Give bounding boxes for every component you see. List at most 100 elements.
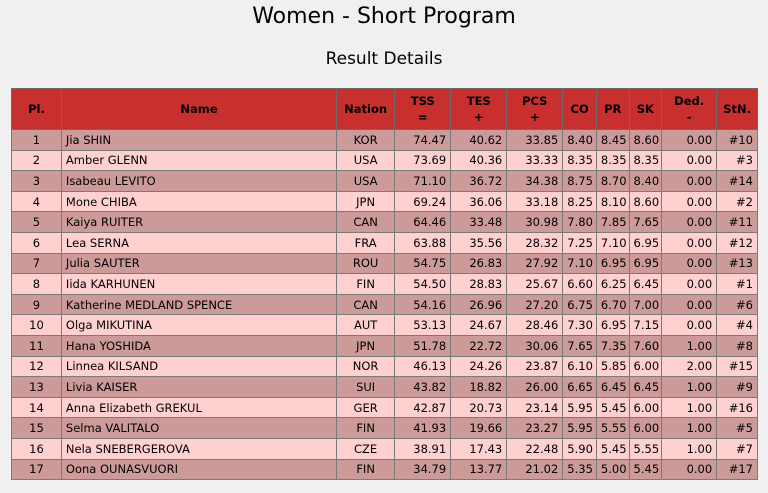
- col-header-pcs[interactable]: PCS +: [506, 88, 564, 130]
- pr-cell: 8.10: [595, 190, 630, 213]
- deductions-cell: 0.00: [661, 149, 718, 172]
- sk-cell: 7.60: [628, 334, 663, 357]
- place-cell: 15: [11, 417, 62, 439]
- pr-cell: 8.35: [595, 149, 630, 172]
- tes-cell: 24.67: [450, 314, 508, 336]
- nation-cell: KOR: [336, 129, 396, 151]
- start-number-cell: #1: [716, 273, 758, 295]
- tes-cell: 22.72: [450, 334, 508, 357]
- place-cell: 16: [11, 437, 62, 460]
- tss-cell: 43.82: [394, 376, 452, 398]
- deductions-cell: 0.00: [661, 273, 718, 295]
- col-header-co[interactable]: CO: [562, 88, 597, 130]
- col-header-sk[interactable]: SK: [628, 88, 663, 130]
- name-cell: Selma VALITALO: [60, 417, 338, 439]
- col-header-pr[interactable]: PR: [595, 88, 630, 130]
- start-number-cell: #10: [716, 129, 758, 151]
- start-number-cell: #2: [716, 190, 758, 213]
- name-cell: Nela SNEBERGEROVA: [60, 437, 338, 460]
- table-row: 4 Mone CHIBA JPN 69.24 36.06 33.18 8.25 8.10 8.6…: [11, 190, 758, 213]
- name-cell: Olga MIKUTINA: [60, 314, 338, 336]
- pcs-cell: 22.48: [506, 437, 564, 460]
- tes-cell: 33.48: [450, 211, 508, 233]
- pr-cell: 7.85: [595, 211, 630, 233]
- place-cell: 10: [11, 314, 62, 336]
- tss-cell: 64.46: [394, 211, 452, 233]
- page-title: Women - Short Program: [252, 4, 516, 29]
- tss-cell: 73.69: [394, 149, 452, 172]
- name-cell: Linnea KILSAND: [60, 355, 338, 378]
- deductions-cell: 0.00: [661, 129, 718, 151]
- nation-cell: GER: [336, 396, 396, 419]
- name-cell: Lea SERNA: [60, 231, 338, 254]
- place-cell: 4: [11, 190, 62, 213]
- sk-cell: 7.65: [628, 211, 663, 233]
- start-number-cell: #5: [716, 417, 758, 439]
- place-cell: 8: [11, 273, 62, 295]
- col-header-place[interactable]: Pl.: [11, 88, 62, 130]
- tss-cell: 54.75: [394, 252, 452, 275]
- sk-cell: 7.15: [628, 314, 663, 336]
- start-number-cell: #6: [716, 293, 758, 316]
- co-cell: 6.75: [562, 293, 597, 316]
- nation-cell: ROU: [336, 252, 396, 275]
- table-row: 13 Livia KAISER SUI 43.82 18.82 26.00 6.65 6.45…: [11, 376, 758, 398]
- name-cell: Katherine MEDLAND SPENCE: [60, 293, 338, 316]
- pcs-cell: 33.33: [506, 149, 564, 172]
- deductions-cell: 1.00: [661, 417, 718, 439]
- place-cell: 1: [11, 129, 62, 151]
- deductions-cell: 0.00: [661, 211, 718, 233]
- sk-cell: 6.95: [628, 252, 663, 275]
- co-cell: 5.95: [562, 396, 597, 419]
- col-header-nation[interactable]: Nation: [336, 88, 396, 130]
- deductions-cell: 1.00: [661, 437, 718, 460]
- deductions-cell: 0.00: [661, 252, 718, 275]
- place-cell: 13: [11, 376, 62, 398]
- name-cell: Oona OUNASVUORI: [60, 458, 338, 481]
- pcs-cell: 34.38: [506, 170, 564, 192]
- tes-cell: 40.36: [450, 149, 508, 172]
- tss-cell: 54.16: [394, 293, 452, 316]
- sk-cell: 6.00: [628, 417, 663, 439]
- pcs-cell: 27.20: [506, 293, 564, 316]
- place-cell: 17: [11, 458, 62, 481]
- co-cell: 8.75: [562, 170, 597, 192]
- tss-cell: 53.13: [394, 314, 452, 336]
- co-cell: 7.80: [562, 211, 597, 233]
- nation-cell: FIN: [336, 458, 396, 481]
- col-header-name[interactable]: Name: [60, 88, 338, 130]
- start-number-cell: #16: [716, 396, 758, 419]
- pcs-cell: 30.98: [506, 211, 564, 233]
- col-header-tss[interactable]: TSS =: [394, 88, 452, 130]
- pcs-cell: 23.14: [506, 396, 564, 419]
- page-subtitle: Result Details: [325, 49, 443, 69]
- sk-cell: 8.40: [628, 170, 663, 192]
- table-row: 14 Anna Elizabeth GREKUL GER 42.87 20.73 23.1…: [11, 396, 758, 419]
- tss-cell: 63.88: [394, 231, 452, 254]
- tes-cell: 28.83: [450, 273, 508, 295]
- table-header-row: Pl. Name Nation TSS = TES + PCS + CO PR SK …: [11, 88, 758, 130]
- name-cell: Anna Elizabeth GREKUL: [60, 396, 338, 419]
- tes-cell: 35.56: [450, 231, 508, 254]
- start-number-cell: #8: [716, 334, 758, 357]
- start-number-cell: #11: [716, 211, 758, 233]
- co-cell: 6.65: [562, 376, 597, 398]
- col-header-start-number[interactable]: StN.: [716, 88, 758, 130]
- co-cell: 7.30: [562, 314, 597, 336]
- pr-cell: 7.10: [595, 231, 630, 254]
- table-row: 2 Amber GLENN USA 73.69 40.36 33.33 8.35 8.35 8.…: [11, 149, 758, 172]
- table-row: 9 Katherine MEDLAND SPENCE CAN 54.16 26.96 27…: [11, 293, 758, 316]
- deductions-cell: 1.00: [661, 396, 718, 419]
- start-number-cell: #14: [716, 170, 758, 192]
- start-number-cell: #13: [716, 252, 758, 275]
- col-header-tes[interactable]: TES +: [450, 88, 508, 130]
- co-cell: 5.35: [562, 458, 597, 481]
- nation-cell: FIN: [336, 417, 396, 439]
- tes-cell: 13.77: [450, 458, 508, 481]
- sk-cell: 6.45: [628, 376, 663, 398]
- name-cell: Mone CHIBA: [60, 190, 338, 213]
- pcs-cell: 25.67: [506, 273, 564, 295]
- col-header-deductions[interactable]: Ded. -: [661, 88, 718, 130]
- start-number-cell: #3: [716, 149, 758, 172]
- deductions-cell: 0.00: [661, 231, 718, 254]
